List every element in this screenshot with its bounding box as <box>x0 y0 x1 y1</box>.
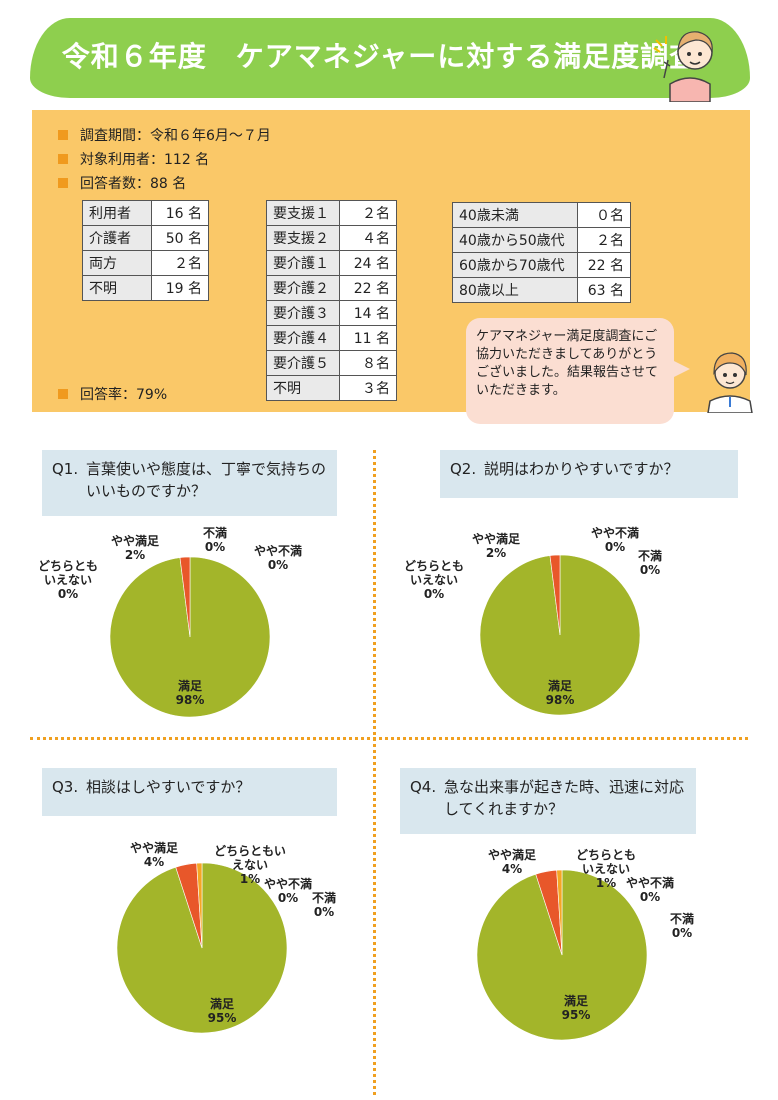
respondent-type-table: 利用者 16 名 介護者 50 名 両方 ２名 不明 19 名 <box>82 200 209 301</box>
table-row: 要支援１ ２名 <box>266 200 397 226</box>
pie-data-label: やや満足 2% <box>111 533 159 562</box>
pie-data-label: どちらともいえない 0% <box>40 559 98 601</box>
pie-data-label: 不満 0% <box>203 525 227 554</box>
pie-data-label: 満足 98% <box>176 678 205 707</box>
pie-chart-q3: 満足 95% やや満足 4% どちらともいえない 1% やや不満 0% 不満 0% <box>116 840 336 1034</box>
table-row: 利用者 16 名 <box>82 200 209 226</box>
pie-slice <box>179 556 191 638</box>
nurse-illustration <box>653 31 713 102</box>
thank-you-message: ケアマネジャー満足度調査にご協力いただきましてありがとうございました。結果報告さ… <box>466 318 690 424</box>
pie-chart-q1: 満足 98% やや満足 2% どちらともいえない 0% やや不満 0% 不満 0% <box>40 525 302 718</box>
table-row: 要介護１ 24 名 <box>266 250 397 276</box>
table-row: 不明 ３名 <box>266 375 397 401</box>
survey-period: 調査期間：令和６年6月～７月 <box>58 125 271 145</box>
table-row: 40歳から50歳代 ２名 <box>452 227 631 253</box>
table-row: 要介護４ 11 名 <box>266 325 397 351</box>
pie-data-label: 満足 98% <box>546 678 575 707</box>
question-q1: Q1. 言葉使いや態度は、丁寧で気持ちのいいものですか？ <box>42 450 337 516</box>
survey-target: 対象利用者：112 名 <box>58 149 209 169</box>
table-row: 40歳未満 ０名 <box>452 202 631 228</box>
table-row: 要介護２ 22 名 <box>266 275 397 301</box>
care-manager-illustration <box>707 352 753 413</box>
section-divider-horizontal <box>30 737 748 740</box>
bullet-icon <box>58 130 68 140</box>
pie-data-label: 不満 0% <box>670 911 694 940</box>
pie-data-label: どちらともいえない 1% <box>214 844 286 886</box>
pie-data-label: やや不満 0% <box>591 525 639 554</box>
pie-slice <box>549 554 561 636</box>
question-text: 相談はしやすいですか？ <box>86 778 251 796</box>
survey-respondents: 回答者数：88 名 <box>58 173 186 193</box>
question-q3: Q3. 相談はしやすいですか？ <box>42 768 337 816</box>
table-row: 介護者 50 名 <box>82 225 209 251</box>
table-row: 60歳から70歳代 22 名 <box>452 252 631 278</box>
pie-data-label: やや不満 0% <box>254 543 302 572</box>
question-text: 説明はわかりやすいですか？ <box>484 460 679 478</box>
care-level-table: 要支援１ ２名 要支援２ ４名 要介護１ 24 名 要介護２ 22 名 要介護３ 14 名… <box>266 200 397 401</box>
bullet-icon <box>58 389 68 399</box>
question-number: Q4. <box>410 778 437 796</box>
pie-chart-q2: 満足 98% やや満足 2% どちらともいえない 0% やや不満 0%不満 0% <box>404 525 662 716</box>
question-number: Q1. <box>52 460 79 478</box>
pie-data-label: やや不満 0% <box>264 876 312 905</box>
bullet-icon <box>58 154 68 164</box>
pie-data-label: 満足 95% <box>208 996 237 1025</box>
pie-data-label: 満足 95% <box>562 993 591 1022</box>
response-rate: 回答率：79% <box>58 384 167 404</box>
question-q2: Q2. 説明はわかりやすいですか？ <box>440 450 738 498</box>
bullet-icon <box>58 178 68 188</box>
pie-data-label: やや満足 2% <box>472 531 520 560</box>
pie-data-label: 不満 0% <box>638 548 662 577</box>
pie-slice <box>196 862 203 949</box>
pie-chart-q4: 満足 95% やや満足 4% どちらともいえない 1% やや不満 0% 不満 0% <box>476 847 694 1041</box>
question-number: Q3. <box>52 778 79 796</box>
question-text: 急な出来事が起きた時、迅速に対応してくれますか？ <box>444 778 685 818</box>
pie-data-label: どちらともいえない 0% <box>404 559 464 601</box>
pie-data-label: やや満足 4% <box>488 847 536 876</box>
question-q4: Q4. 急な出来事が起きた時、迅速に対応してくれますか？ <box>400 768 696 834</box>
table-row: 要介護３ 14 名 <box>266 300 397 326</box>
pie-slice <box>556 869 563 956</box>
question-text: 言葉使いや態度は、丁寧で気持ちのいいものですか？ <box>86 460 327 500</box>
pie-data-label: 不満 0% <box>312 890 336 919</box>
table-row: 両方 ２名 <box>82 250 209 276</box>
pie-data-label: どちらともいえない 1% <box>576 848 636 890</box>
pie-data-label: やや不満 0% <box>626 875 674 904</box>
question-number: Q2. <box>450 460 477 478</box>
table-row: 要支援２ ４名 <box>266 225 397 251</box>
pie-data-label: やや満足 4% <box>130 840 178 869</box>
page-title: 令和６年度 ケアマネジャーに対する満足度調査結果 <box>61 40 698 131</box>
age-group-table: 40歳未満 ０名 40歳から50歳代 ２名 60歳から70歳代 22 名 80歳以上 6… <box>452 202 631 303</box>
table-row: 不明 19 名 <box>82 275 209 301</box>
section-divider-vertical <box>373 450 376 1095</box>
table-row: 80歳以上 63 名 <box>452 277 631 303</box>
title-banner <box>30 18 750 98</box>
table-row: 要介護５ ８名 <box>266 350 397 376</box>
